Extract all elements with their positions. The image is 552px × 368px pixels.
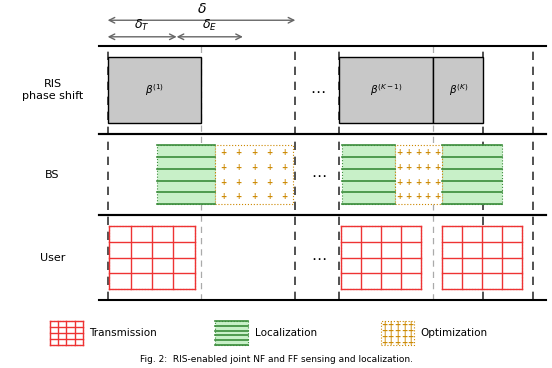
Text: +: + xyxy=(235,148,242,157)
Text: +: + xyxy=(396,192,402,201)
Text: +: + xyxy=(434,178,440,187)
Bar xyxy=(157,145,215,204)
Text: +: + xyxy=(282,192,288,201)
Text: +: + xyxy=(396,163,402,172)
Bar xyxy=(442,145,502,204)
Text: +: + xyxy=(381,337,388,347)
Text: +: + xyxy=(401,337,407,347)
Text: +: + xyxy=(406,178,412,187)
Bar xyxy=(381,321,414,345)
Text: +: + xyxy=(251,163,257,172)
Text: +: + xyxy=(401,319,407,329)
Bar xyxy=(339,57,433,123)
Text: $\cdots$: $\cdots$ xyxy=(310,83,325,98)
Text: +: + xyxy=(407,337,414,347)
Text: Fig. 2:  RIS-enabled joint NF and FF sensing and localization.: Fig. 2: RIS-enabled joint NF and FF sens… xyxy=(140,355,412,364)
Text: +: + xyxy=(394,337,401,347)
Text: +: + xyxy=(396,178,402,187)
Text: +: + xyxy=(251,192,257,201)
Text: +: + xyxy=(415,178,421,187)
Text: +: + xyxy=(251,148,257,157)
Text: +: + xyxy=(220,192,226,201)
Text: +: + xyxy=(424,148,431,157)
Text: +: + xyxy=(394,332,401,340)
Bar xyxy=(108,57,201,123)
Text: +: + xyxy=(415,163,421,172)
Text: +: + xyxy=(415,148,421,157)
Text: +: + xyxy=(407,332,414,340)
Text: $\delta$: $\delta$ xyxy=(197,2,206,16)
Bar xyxy=(442,226,522,289)
Text: +: + xyxy=(235,178,242,187)
Text: +: + xyxy=(251,178,257,187)
Text: +: + xyxy=(401,326,407,335)
Text: +: + xyxy=(266,163,273,172)
Text: $\beta^{(K)}$: $\beta^{(K)}$ xyxy=(449,82,468,98)
Bar xyxy=(342,145,395,204)
Text: +: + xyxy=(381,332,388,340)
Text: +: + xyxy=(394,319,401,329)
Text: $\cdots$: $\cdots$ xyxy=(311,250,327,265)
Text: +: + xyxy=(396,148,402,157)
Text: $\cdots$: $\cdots$ xyxy=(311,167,327,182)
Text: +: + xyxy=(220,163,226,172)
Text: Optimization: Optimization xyxy=(421,328,488,338)
Text: +: + xyxy=(220,178,226,187)
Text: +: + xyxy=(407,326,414,335)
Text: +: + xyxy=(424,192,431,201)
Bar xyxy=(109,226,195,289)
Text: +: + xyxy=(401,332,407,340)
Text: +: + xyxy=(266,192,273,201)
Bar xyxy=(215,321,248,345)
Text: +: + xyxy=(282,148,288,157)
Text: +: + xyxy=(434,163,440,172)
Text: +: + xyxy=(434,148,440,157)
Text: User: User xyxy=(40,252,65,263)
Text: +: + xyxy=(266,148,273,157)
Text: +: + xyxy=(235,163,242,172)
Text: +: + xyxy=(406,192,412,201)
Text: +: + xyxy=(266,178,273,187)
Text: $\delta_E$: $\delta_E$ xyxy=(202,18,217,33)
Bar xyxy=(50,321,83,345)
Text: +: + xyxy=(220,148,226,157)
Text: +: + xyxy=(388,319,394,329)
Text: $\beta^{(1)}$: $\beta^{(1)}$ xyxy=(145,82,164,98)
Text: +: + xyxy=(424,178,431,187)
Text: +: + xyxy=(406,163,412,172)
Text: +: + xyxy=(415,192,421,201)
Text: $\delta_T$: $\delta_T$ xyxy=(134,18,150,33)
Text: BS: BS xyxy=(45,170,60,180)
Text: +: + xyxy=(388,326,394,335)
Text: Transmission: Transmission xyxy=(89,328,157,338)
Bar xyxy=(433,57,483,123)
Bar xyxy=(341,226,421,289)
Text: +: + xyxy=(235,192,242,201)
Text: +: + xyxy=(388,332,394,340)
Text: +: + xyxy=(394,326,401,335)
Text: +: + xyxy=(424,163,431,172)
Text: +: + xyxy=(434,192,440,201)
Text: +: + xyxy=(388,337,394,347)
Bar xyxy=(215,145,293,204)
Text: +: + xyxy=(282,178,288,187)
Text: $\beta^{(K-1)}$: $\beta^{(K-1)}$ xyxy=(370,82,403,98)
Text: +: + xyxy=(381,326,388,335)
Text: +: + xyxy=(406,148,412,157)
Text: +: + xyxy=(282,163,288,172)
Text: +: + xyxy=(407,319,414,329)
Text: +: + xyxy=(381,319,388,329)
Text: RIS
phase shift: RIS phase shift xyxy=(22,79,83,101)
Bar xyxy=(395,145,442,204)
Text: Localization: Localization xyxy=(255,328,317,338)
